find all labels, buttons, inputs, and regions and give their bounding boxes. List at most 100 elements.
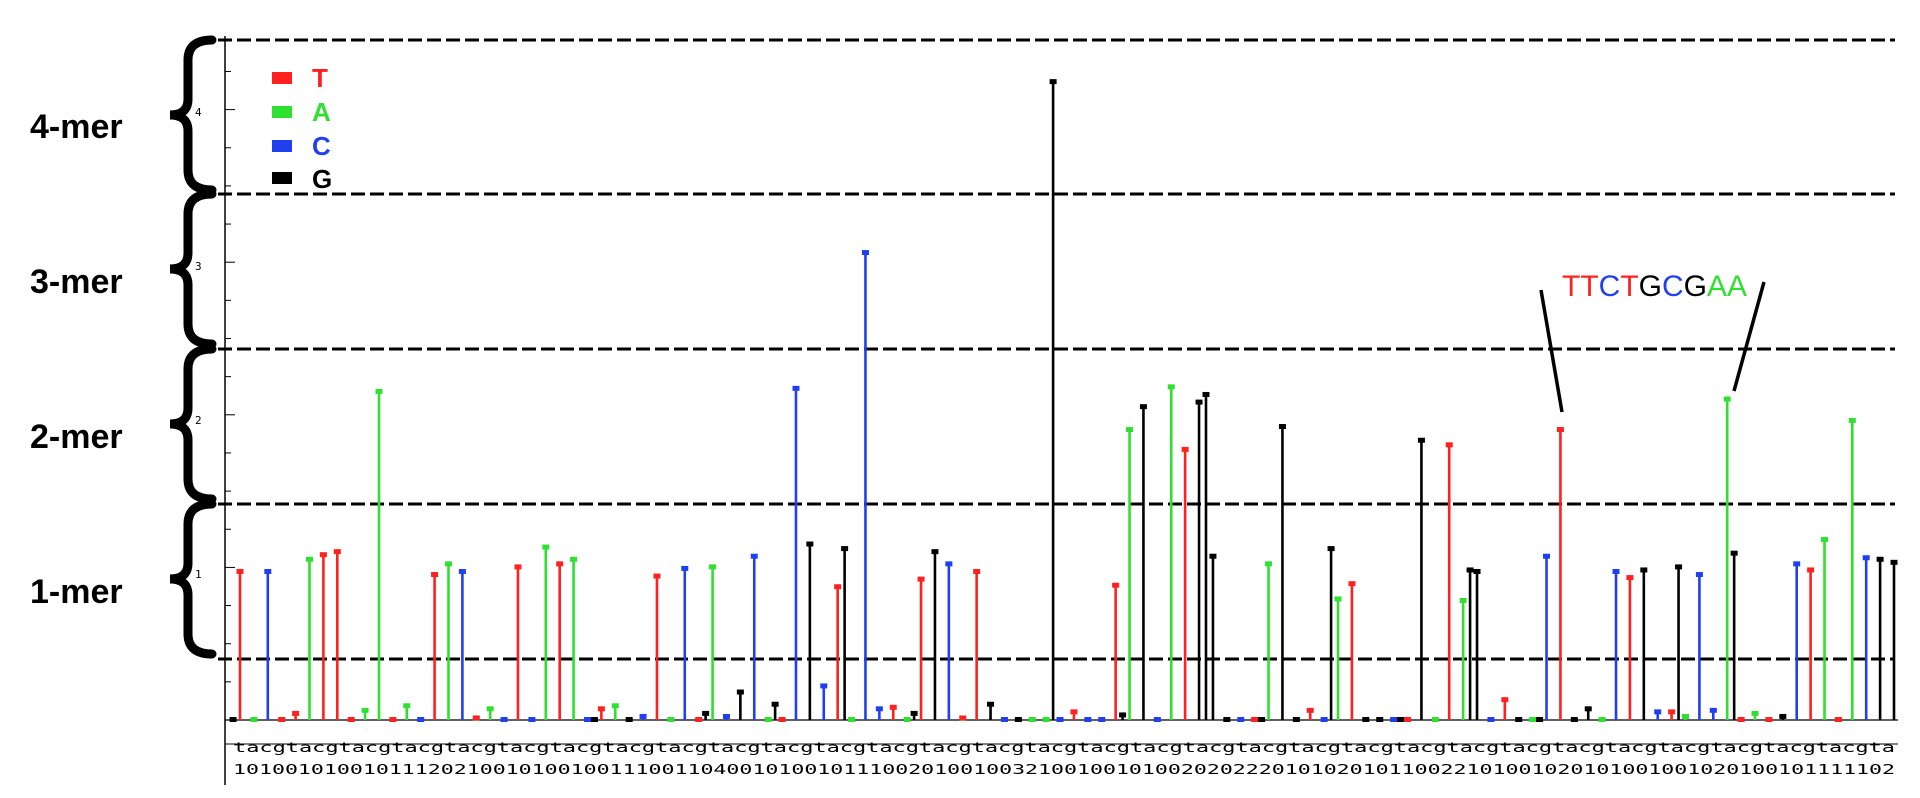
stem-t (695, 717, 703, 722)
stem-c (1793, 561, 1801, 720)
stem-a (1431, 717, 1439, 722)
stem-t (1112, 582, 1120, 720)
stem-c (1000, 717, 1008, 722)
legend-swatch-t (272, 72, 292, 84)
stem-a (444, 561, 452, 720)
stem-g (987, 701, 995, 720)
stem-t (889, 704, 897, 720)
stem-a (1598, 717, 1606, 722)
brace-2 (169, 344, 217, 504)
stem-c (528, 717, 536, 722)
stem-t (1306, 707, 1314, 720)
motif-annotation: TTCTGCGAA (1539, 270, 1766, 413)
stem-t (1626, 575, 1634, 720)
stem-c (1390, 717, 1398, 722)
stem-a (1042, 717, 1050, 722)
stem-t (834, 584, 842, 720)
stem-c (1612, 568, 1620, 720)
stem-t (347, 717, 355, 722)
stem-a (1167, 384, 1175, 720)
stem-c (1098, 717, 1106, 722)
stem-c (1056, 717, 1064, 722)
stem-g (1570, 717, 1578, 722)
level-separators (218, 38, 1895, 661)
stem-c (1487, 717, 1495, 722)
stem-a (305, 556, 313, 720)
stem-t (236, 568, 244, 720)
stem-a (903, 717, 911, 722)
stem-t (959, 715, 967, 721)
x-axis-codes: 1010010100101112021001010010011100110400… (233, 762, 1895, 778)
stem-g (590, 717, 598, 722)
stem-c (1320, 717, 1328, 722)
stem-g (1119, 712, 1127, 720)
x-axis-bases: tacgtacgtacgtacgtacgtacgtacgtacgtacgtacg… (233, 740, 1895, 756)
stem-g (1675, 564, 1683, 720)
motif-pointer-left (1539, 289, 1564, 413)
stem-c (417, 717, 425, 722)
stem-c (1862, 555, 1870, 720)
level-label-4mer: 4-mer (30, 108, 123, 146)
stem-t (1404, 717, 1412, 722)
stem-t (319, 552, 327, 720)
stem-t (653, 573, 661, 720)
legend-swatch-g (272, 172, 292, 184)
stem-a (667, 717, 675, 722)
stem-t (333, 549, 341, 720)
motif-pointer-right (1732, 281, 1766, 392)
stem-a (1126, 427, 1134, 720)
stem-t (431, 572, 439, 720)
stem-t (556, 561, 564, 720)
stem-a (375, 388, 383, 720)
stem-g (1515, 717, 1523, 722)
stem-g (931, 549, 939, 720)
stem-a (848, 717, 856, 722)
stem-t (1765, 717, 1773, 722)
stem-g (1376, 717, 1384, 722)
stem-g (1049, 79, 1057, 720)
stem-a (1459, 597, 1467, 720)
stem-g (1258, 717, 1266, 722)
stem-c (792, 385, 800, 720)
stem-c (1709, 707, 1717, 720)
stem-g (1397, 717, 1405, 722)
stem-g (1890, 559, 1898, 720)
stem-t (1070, 709, 1078, 720)
stem-a (1751, 710, 1759, 720)
stem-g (1327, 546, 1335, 720)
stem-c (750, 553, 758, 720)
stem-c (1153, 717, 1161, 722)
stem-c (458, 568, 466, 720)
stem-g (910, 710, 918, 720)
legend-label-c: C (312, 131, 331, 161)
stem-t (1251, 717, 1259, 722)
y-tick-label-2: 2 (195, 414, 202, 427)
stem-g (1139, 404, 1147, 720)
stem-g (1362, 717, 1370, 722)
stem-t (1737, 717, 1745, 722)
stem-c (500, 717, 508, 722)
level-label-2mer: 2-mer (30, 418, 123, 456)
stem-a (1682, 713, 1690, 720)
stem-a (1334, 596, 1342, 720)
stem-a (764, 717, 772, 722)
y-tick-labels: 4 3 2 1 (195, 106, 202, 581)
stem-g (736, 689, 744, 720)
stem-g (1640, 567, 1648, 720)
stem-g (1209, 553, 1217, 720)
stem-c (639, 713, 647, 720)
x-axis-labels: tacgtacgtacgtacgtacgtacgtacgtacgtacgtacg… (233, 740, 1895, 778)
stem-a (1723, 396, 1731, 720)
stem-a (1821, 536, 1829, 720)
level-label-1mer: 1-mer (30, 573, 123, 611)
stem-c (1084, 717, 1092, 722)
stem-g (771, 701, 779, 720)
legend-swatch-a (272, 106, 292, 118)
stem-t (278, 717, 286, 722)
stem-c (722, 713, 730, 720)
stem-g (702, 710, 710, 720)
stem-g (1278, 424, 1286, 720)
stem-t (1668, 709, 1676, 720)
stem-g (1195, 399, 1203, 720)
